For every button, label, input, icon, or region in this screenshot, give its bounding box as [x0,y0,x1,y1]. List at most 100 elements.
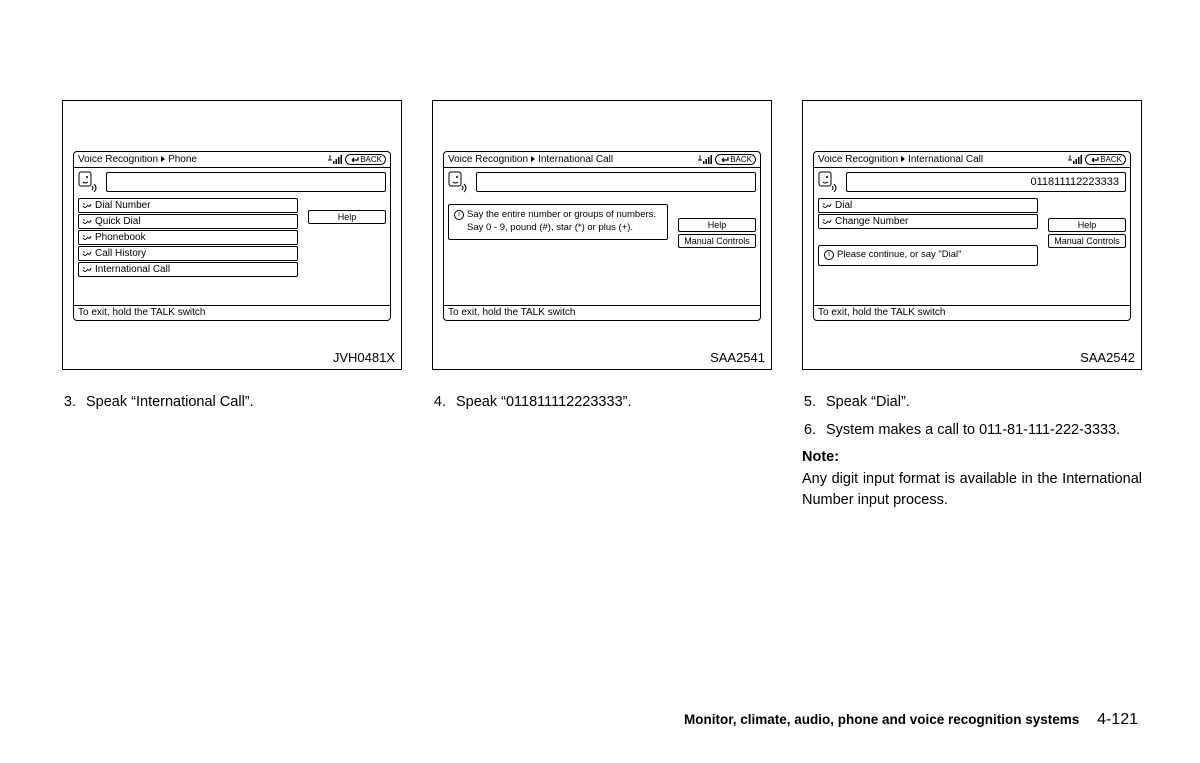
step: 3. Speak “International Call”. [62,392,402,412]
menu-item-label: Change Number [835,217,908,227]
signal-icon [697,155,713,165]
side-button[interactable]: Manual Controls [1048,234,1126,248]
hint-box: iSay the entire number or groups of numb… [448,204,668,240]
note-body: Any digit input format is available in t… [802,469,1142,511]
figure-panel: Voice Recognition International Call BACK i… [432,100,772,370]
input-row [444,168,760,196]
device-screen: Voice Recognition International Call BACK i… [443,151,761,321]
side-button[interactable]: Help [678,218,756,232]
column: Voice Recognition Phone BACK Dial Number Qui… [62,100,402,511]
menu-item[interactable]: Quick Dial [78,214,298,229]
menu-item[interactable]: International Call [78,262,298,277]
voice-command-icon [82,217,92,226]
menu-item[interactable]: Dial Number [78,198,298,213]
instruction-steps: 4.Speak “011811112223333”. [432,392,772,420]
footer-text: To exit, hold the TALK switch [448,308,575,318]
step-number: 4. [432,392,446,412]
device-screen: Voice RecognitionInternational Call BACK 0… [813,151,1131,321]
breadcrumb-part: International Call [538,155,613,165]
device-screen: Voice Recognition Phone BACK Dial Number Qui… [73,151,391,321]
breadcrumb-part: International Call [908,155,983,165]
column: Voice Recognition International Call BACK i… [432,100,772,511]
breadcrumb-part: Phone [168,155,197,165]
page-footer: Monitor, climate, audio, phone and voice… [684,711,1138,729]
menu-list: Dial Number Quick Dial Phonebook Call Histo… [78,198,298,277]
back-label: BACK [730,156,752,164]
step: 5.Speak “Dial”. [802,392,1142,412]
number-input[interactable] [106,172,386,192]
signal-icon [327,155,343,165]
return-arrow-icon [349,156,359,164]
return-arrow-icon [719,156,729,164]
menu-item[interactable]: Dial [818,198,1038,213]
number-input[interactable] [476,172,756,192]
breadcrumb-part: Voice Recognition [78,155,158,165]
menu-item[interactable]: Change Number [818,214,1038,229]
figure-panel: Voice RecognitionInternational Call BACK 0… [802,100,1142,370]
menu-item-label: Call History [95,249,146,259]
breadcrumb: Voice RecognitionInternational Call [818,155,1067,165]
voice-command-icon [822,201,832,210]
input-row [74,168,390,196]
menu-item-label: Quick Dial [95,217,141,227]
menu-item-label: International Call [95,265,170,275]
step-text: Speak “International Call”. [86,392,402,412]
back-label: BACK [1100,156,1122,164]
return-arrow-icon [1089,156,1099,164]
figure-panel: Voice Recognition Phone BACK Dial Number Qui… [62,100,402,370]
breadcrumb: Voice Recognition International Call [448,155,697,165]
speaking-face-icon [448,171,472,193]
back-button[interactable]: BACK [1085,154,1126,165]
hint-text: Say the entire number or groups of numbe… [467,209,662,235]
chevron-right-icon [161,156,165,162]
signal-icon [1067,155,1083,165]
side-button[interactable]: Help [1048,218,1126,232]
step: 4.Speak “011811112223333”. [432,392,772,412]
menu-item[interactable]: Phonebook [78,230,298,245]
screen-body: Dial Number Quick Dial Phonebook Call Histo… [74,196,390,277]
side-buttons: Help Manual Controls [678,218,756,248]
figure-id: SAA2541 [710,350,765,365]
figure-id: SAA2542 [1080,350,1135,365]
breadcrumb: Voice Recognition Phone [78,155,327,165]
screen-footer: To exit, hold the TALK switch [814,305,1130,320]
voice-command-icon [82,265,92,274]
step-text: Speak “Dial”. [826,392,1142,412]
voice-command-icon [82,233,92,242]
titlebar: Voice Recognition Phone BACK [74,152,390,168]
footer-section: Monitor, climate, audio, phone and voice… [684,712,1079,727]
back-button[interactable]: BACK [345,154,386,165]
column: Voice RecognitionInternational Call BACK 0… [802,100,1142,511]
breadcrumb-part: Voice Recognition [448,155,528,165]
menu-item[interactable]: Call History [78,246,298,261]
step-number: 3. [62,392,76,412]
step: 6.System makes a call to 011-81-111-222-… [802,420,1142,440]
screen-body: iSay the entire number or groups of numb… [444,196,760,240]
side-buttons: Help Manual Controls [1048,218,1126,248]
instruction-steps: 3. Speak “International Call”. [62,392,402,420]
screen-body: Dial Change Number iPlease continue, or sa… [814,196,1130,266]
step-text: System makes a call to 011-81-111-222-33… [826,420,1142,440]
titlebar: Voice RecognitionInternational Call BACK [814,152,1130,168]
menu-item-label: Phonebook [95,233,146,243]
menu-item-label: Dial Number [95,201,151,211]
menu-list: Dial Change Number [818,198,1038,229]
chevron-right-icon [901,156,905,162]
side-buttons: Help [308,210,386,224]
number-input[interactable]: 011811112223333 [846,172,1126,192]
note-heading: Note: [802,449,1142,465]
back-label: BACK [360,156,382,164]
side-button[interactable]: Help [308,210,386,224]
menu-item-label: Dial [835,201,852,211]
figure-id: JVH0481X [333,350,395,365]
chevron-right-icon [531,156,535,162]
titlebar: Voice Recognition International Call BACK [444,152,760,168]
back-button[interactable]: BACK [715,154,756,165]
hint-box: iPlease continue, or say "Dial" [818,245,1038,266]
hint-text: Please continue, or say "Dial" [837,249,962,262]
voice-command-icon [82,201,92,210]
input-row: 011811112223333 [814,168,1130,196]
instruction-steps: 5.Speak “Dial”. 6.System makes a call to … [802,392,1142,511]
side-button[interactable]: Manual Controls [678,234,756,248]
footer-text: To exit, hold the TALK switch [78,308,205,318]
